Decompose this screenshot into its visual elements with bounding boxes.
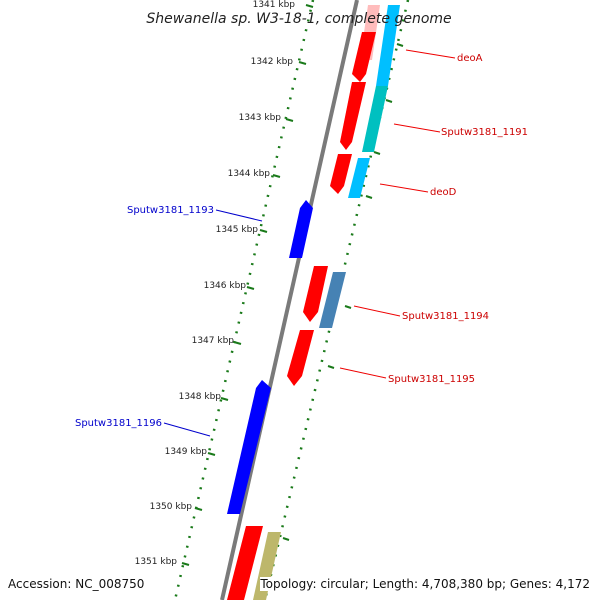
scale-tick (259, 229, 268, 233)
gene-sputw3181-1195[interactable] (287, 330, 314, 386)
scale-tick (207, 452, 216, 456)
scale-tick (233, 341, 242, 345)
gene-sputw3181-1194[interactable] (303, 266, 328, 322)
accession-label: Accession: NC_008750 (8, 577, 145, 591)
gene-deoD[interactable] (330, 154, 352, 194)
tick-label: 1342 kbp (251, 57, 294, 67)
tick-label: 1348 kbp (179, 392, 222, 402)
tick-label: 1350 kbp (150, 502, 193, 512)
tick-label: 1345 kbp (216, 225, 259, 235)
cog-feature (376, 5, 400, 86)
gene-label-sputw3181-1193[interactable]: Sputw3181_1193 (127, 205, 214, 216)
cog-feature-ring (253, 5, 400, 600)
cog-feature (362, 86, 388, 152)
scale-tick (220, 397, 229, 401)
gene-label-deoA[interactable]: deoA (457, 53, 483, 64)
scale-tick (246, 286, 255, 290)
genome-summary: Topology: circular; Length: 4,708,380 bp… (260, 577, 590, 591)
tick-label: 1341 kbp (253, 0, 296, 10)
gene-sputw3181-1196[interactable] (227, 380, 271, 514)
callout-lines (163, 49, 456, 437)
scale-tick (272, 174, 281, 178)
map-title: Shewanella sp. W3-18-1, complete genome (146, 11, 451, 27)
tick-label: 1349 kbp (165, 447, 208, 457)
scale-tick (305, 4, 314, 8)
gene-forward-bottom[interactable] (227, 526, 263, 600)
reverse-cds-ring (227, 200, 313, 514)
forward-cds-ring (227, 32, 376, 600)
tick-label: 1343 kbp (239, 113, 282, 123)
tick-label: 1351 kbp (135, 557, 178, 567)
genome-backbone (220, 0, 359, 600)
gene-label-sputw3181-1195[interactable]: Sputw3181_1195 (388, 374, 475, 385)
gene-sputw3181-1193[interactable] (289, 200, 313, 258)
gene-label-sputw3181-1194[interactable]: Sputw3181_1194 (402, 311, 489, 322)
gene-deoA[interactable] (352, 32, 376, 82)
tick-label: 1346 kbp (204, 281, 247, 291)
cog-feature (348, 158, 370, 198)
scale-tick (298, 61, 307, 65)
scale-tick (194, 507, 203, 511)
gene-sputw3181-1191[interactable] (340, 82, 366, 150)
gene-label-sputw3181-1191[interactable]: Sputw3181_1191 (441, 127, 528, 138)
minor-ticks (282, 43, 404, 541)
cog-feature (319, 272, 346, 328)
tick-label: 1347 kbp (192, 336, 235, 346)
cog-feature (253, 532, 281, 600)
gene-label-sputw3181-1196[interactable]: Sputw3181_1196 (75, 418, 162, 429)
scale-tick (181, 562, 190, 566)
tick-label: 1344 kbp (228, 169, 271, 179)
scale-ticks (181, 4, 314, 566)
scale-tick (285, 118, 294, 122)
gene-label-deoD[interactable]: deoD (430, 187, 457, 198)
